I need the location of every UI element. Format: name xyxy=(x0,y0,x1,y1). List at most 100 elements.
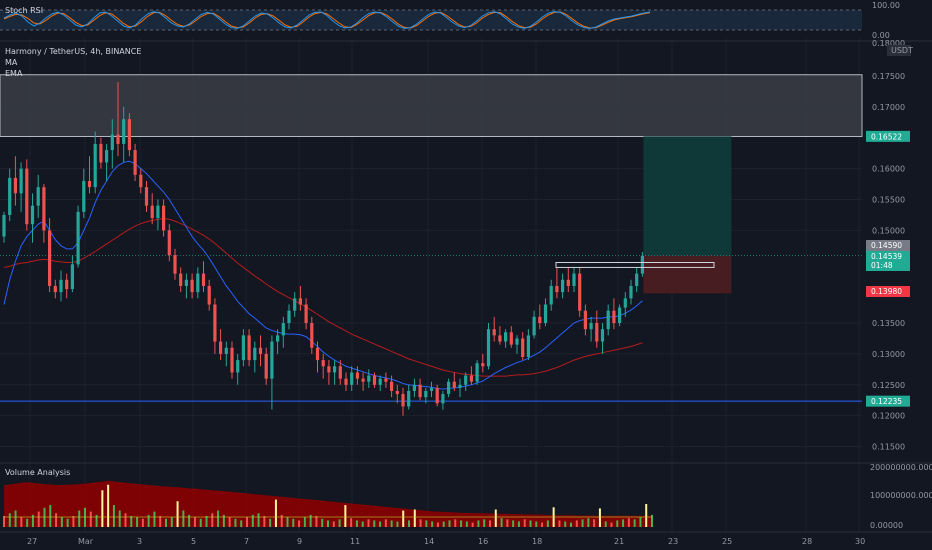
candle-body xyxy=(378,378,382,385)
volume-bar xyxy=(222,514,225,527)
candle xyxy=(13,156,17,206)
price-axis[interactable]: 0.18000 USDT 0.17500 0.17000 0.16000 0.1550… xyxy=(866,39,913,452)
candle xyxy=(623,292,627,317)
volume-bar xyxy=(240,520,243,527)
volume-bar xyxy=(598,508,601,527)
volume-bar xyxy=(616,520,619,527)
stoch-level-100: 100.00 xyxy=(872,1,900,10)
candle xyxy=(276,329,280,354)
volume-bar xyxy=(14,510,17,527)
candle xyxy=(572,267,576,293)
candle xyxy=(315,341,320,373)
volume-pane[interactable]: Volume Analysis 200000000.00000 10000000… xyxy=(0,462,932,530)
volume-level-100m: 100000000.00000 xyxy=(870,491,932,500)
volume-bar xyxy=(379,521,382,527)
volume-bar xyxy=(622,519,625,527)
volume-bar xyxy=(292,518,295,527)
candle-body xyxy=(19,168,23,194)
candle-body xyxy=(133,150,137,175)
currency-badge[interactable] xyxy=(887,45,911,56)
candle-body xyxy=(127,119,131,151)
time-axis[interactable]: 27 Mar 3 5 7 9 11 14 16 18 21 23 25 28 3… xyxy=(0,531,932,546)
candle-body xyxy=(219,341,223,354)
candle-body xyxy=(247,335,251,361)
candle-body xyxy=(162,205,166,231)
volume-bar xyxy=(471,522,474,527)
volume-bar xyxy=(3,516,5,527)
candle-body xyxy=(270,341,274,379)
candle-body xyxy=(48,230,52,286)
candle-body xyxy=(190,279,194,293)
candle xyxy=(190,273,194,299)
candle xyxy=(93,131,97,194)
candle xyxy=(241,329,245,367)
volume-bar xyxy=(627,518,630,527)
candle xyxy=(184,273,188,299)
candle-body xyxy=(241,335,245,361)
volume-bar xyxy=(205,516,208,527)
volume-bar xyxy=(593,519,596,527)
volume-bar xyxy=(8,513,11,527)
volume-bar xyxy=(431,521,434,527)
candle-body xyxy=(583,310,587,330)
candle xyxy=(258,335,263,367)
resistance-zone[interactable] xyxy=(0,74,863,137)
price-pane[interactable]: Harmony / TetherUS, 4h, BINANCE MA EMA xyxy=(0,47,863,416)
candle xyxy=(36,174,40,219)
candle xyxy=(2,211,6,243)
candle xyxy=(82,168,86,219)
candle-body xyxy=(429,387,434,391)
candle-body xyxy=(350,372,354,385)
volume-bar xyxy=(633,519,636,527)
stoch-rsi-pane[interactable]: Stoch RSI 100.00 0.00 xyxy=(0,0,900,40)
candle xyxy=(333,360,337,385)
position-stop-zone[interactable] xyxy=(643,255,732,294)
stoch-k-line xyxy=(3,11,651,29)
candle-body xyxy=(623,298,627,308)
volume-bar xyxy=(60,517,63,527)
candle xyxy=(127,113,131,157)
candle xyxy=(447,378,451,398)
price-tick: 0.11500 xyxy=(872,443,905,452)
candle xyxy=(606,304,610,336)
candle xyxy=(509,326,513,348)
candle xyxy=(640,252,644,277)
candle xyxy=(464,372,468,391)
time-label-16: 16 xyxy=(478,537,488,546)
candle-body xyxy=(253,347,257,361)
candle xyxy=(395,384,399,404)
breakout-box[interactable] xyxy=(555,262,715,268)
price-tag-stop-text: 0.13980 xyxy=(871,287,902,296)
candle xyxy=(401,387,405,416)
candles xyxy=(2,82,644,416)
position-target-zone[interactable] xyxy=(643,136,732,256)
candle-body xyxy=(110,134,114,151)
candle-body xyxy=(395,390,399,395)
volume-bar xyxy=(390,520,393,527)
candle xyxy=(629,279,633,305)
volume-bar xyxy=(159,516,162,527)
volume-bar xyxy=(587,518,590,527)
price-tag-current-gray-text: 0.14590 xyxy=(871,241,902,250)
volume-bar xyxy=(355,520,358,527)
ema-legend: EMA xyxy=(5,69,23,78)
candle-body xyxy=(293,298,297,311)
price-tag-stop: 0.13980 xyxy=(866,286,910,297)
volume-bar xyxy=(477,520,480,527)
candle-body xyxy=(441,394,445,404)
volume-bar xyxy=(136,517,139,527)
volume-bar xyxy=(332,521,335,527)
price-axis-top-label: 0.18000 xyxy=(872,39,905,48)
volume-bar xyxy=(37,511,40,527)
candle-body xyxy=(201,273,206,286)
volume-bar xyxy=(408,520,410,527)
volume-bar xyxy=(89,511,92,527)
candle-body xyxy=(173,255,177,274)
volume-bar xyxy=(402,510,405,527)
candle xyxy=(310,316,314,354)
stoch-d-line xyxy=(3,11,651,29)
candle-body xyxy=(401,394,405,407)
volume-bar xyxy=(251,514,254,527)
volume-bar xyxy=(483,519,486,527)
